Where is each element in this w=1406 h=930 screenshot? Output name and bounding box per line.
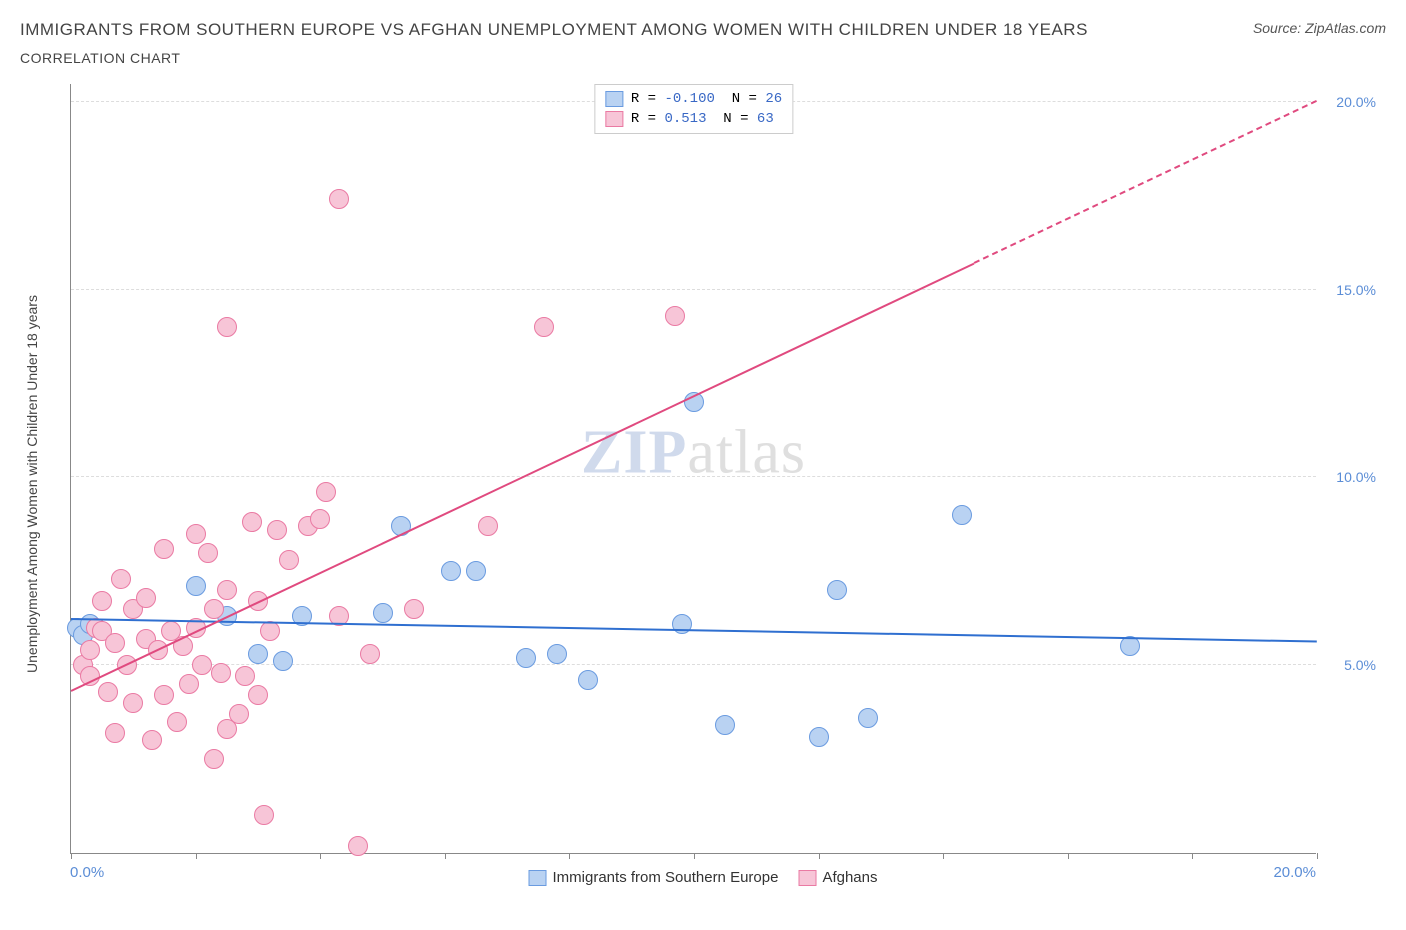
data-point	[167, 712, 187, 732]
data-point	[192, 655, 212, 675]
data-point	[186, 576, 206, 596]
legend-stats: R = -0.100 N = 26	[631, 91, 782, 107]
data-point	[404, 599, 424, 619]
data-point	[204, 749, 224, 769]
legend-row: R = -0.100 N = 26	[605, 89, 782, 109]
data-point	[105, 633, 125, 653]
data-point	[98, 682, 118, 702]
x-tick	[445, 853, 446, 859]
data-point	[229, 704, 249, 724]
data-point	[534, 317, 554, 337]
data-point	[441, 561, 461, 581]
data-point	[516, 648, 536, 668]
data-point	[154, 685, 174, 705]
data-point	[478, 516, 498, 536]
y-tick-label: 15.0%	[1321, 282, 1376, 298]
x-tick	[1192, 853, 1193, 859]
watermark: ZIPatlas	[581, 418, 806, 489]
trend-line	[71, 618, 1317, 643]
data-point	[217, 580, 237, 600]
legend-row: R = 0.513 N = 63	[605, 109, 782, 129]
trend-line	[974, 100, 1317, 264]
data-point	[204, 599, 224, 619]
x-tick	[569, 853, 570, 859]
data-point	[329, 189, 349, 209]
legend-item: Immigrants from Southern Europe	[529, 869, 779, 886]
data-point	[254, 805, 274, 825]
x-tick	[819, 853, 820, 859]
data-point	[578, 670, 598, 690]
data-point	[186, 524, 206, 544]
data-point	[279, 550, 299, 570]
x-tick	[943, 853, 944, 859]
data-point	[123, 693, 143, 713]
legend-label: Immigrants from Southern Europe	[553, 869, 779, 886]
data-point	[142, 730, 162, 750]
data-point	[952, 505, 972, 525]
gridline	[71, 476, 1316, 477]
chart-container: Unemployment Among Women with Children U…	[20, 74, 1386, 894]
data-point	[136, 588, 156, 608]
data-point	[267, 520, 287, 540]
data-point	[105, 723, 125, 743]
y-tick-label: 10.0%	[1321, 469, 1376, 485]
legend-swatch	[529, 870, 547, 886]
gridline	[71, 289, 1316, 290]
data-point	[348, 836, 368, 856]
chart-title: IMMIGRANTS FROM SOUTHERN EUROPE VS AFGHA…	[20, 20, 1088, 40]
chart-source: Source: ZipAtlas.com	[1253, 20, 1386, 36]
data-point	[260, 621, 280, 641]
x-tick	[196, 853, 197, 859]
legend-label: Afghans	[822, 869, 877, 886]
legend-swatch	[605, 111, 623, 127]
data-point	[809, 727, 829, 747]
data-point	[373, 603, 393, 623]
y-axis-title: Unemployment Among Women with Children U…	[24, 295, 40, 673]
data-point	[858, 708, 878, 728]
data-point	[316, 482, 336, 502]
data-point	[248, 644, 268, 664]
data-point	[665, 306, 685, 326]
data-point	[827, 580, 847, 600]
x-tick	[1317, 853, 1318, 859]
data-point	[211, 663, 231, 683]
x-tick	[320, 853, 321, 859]
x-axis-max-label: 20.0%	[1273, 864, 1316, 881]
series-legend: Immigrants from Southern Europe Afghans	[529, 869, 878, 886]
data-point	[217, 317, 237, 337]
plot-area: R = -0.100 N = 26 R = 0.513 N = 63 ZIPatl…	[70, 84, 1316, 854]
data-point	[715, 715, 735, 735]
data-point	[179, 674, 199, 694]
chart-header: IMMIGRANTS FROM SOUTHERN EUROPE VS AFGHA…	[20, 20, 1386, 66]
data-point	[198, 543, 218, 563]
chart-subtitle: CORRELATION CHART	[20, 50, 1088, 66]
legend-stats: R = 0.513 N = 63	[631, 111, 774, 127]
data-point	[154, 539, 174, 559]
data-point	[360, 644, 380, 664]
legend-swatch	[605, 91, 623, 107]
data-point	[248, 685, 268, 705]
data-point	[547, 644, 567, 664]
data-point	[273, 651, 293, 671]
x-tick	[1068, 853, 1069, 859]
data-point	[235, 666, 255, 686]
data-point	[310, 509, 330, 529]
correlation-legend: R = -0.100 N = 26 R = 0.513 N = 63	[594, 84, 793, 134]
legend-item: Afghans	[798, 869, 877, 886]
data-point	[466, 561, 486, 581]
x-tick	[694, 853, 695, 859]
x-tick	[71, 853, 72, 859]
data-point	[1120, 636, 1140, 656]
data-point	[92, 591, 112, 611]
data-point	[242, 512, 262, 532]
y-tick-label: 5.0%	[1321, 657, 1376, 673]
y-tick-label: 20.0%	[1321, 94, 1376, 110]
gridline	[71, 664, 1316, 665]
x-axis-min-label: 0.0%	[70, 864, 104, 881]
data-point	[111, 569, 131, 589]
data-point	[80, 640, 100, 660]
legend-swatch	[798, 870, 816, 886]
